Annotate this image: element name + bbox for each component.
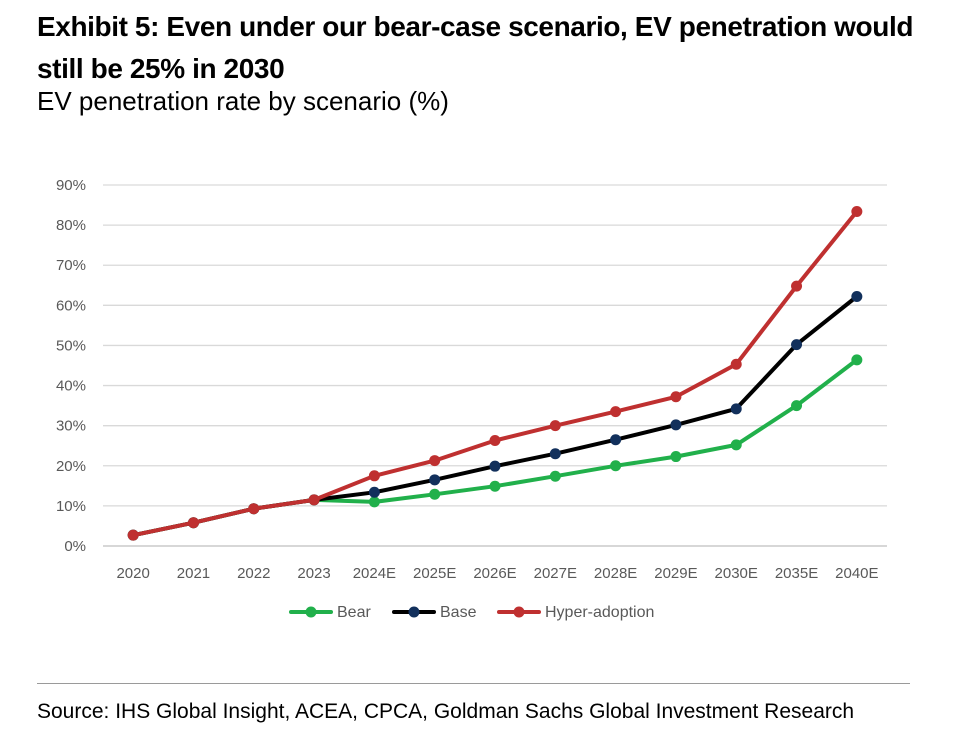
y-tick-label: 70% (56, 257, 86, 274)
data-point-bear (549, 470, 561, 482)
y-tick-label: 50% (56, 337, 86, 354)
data-point-hyper-adoption (791, 280, 803, 292)
data-point-hyper-adoption (308, 494, 320, 506)
x-tick-label: 2023 (297, 565, 330, 582)
legend-item-base: Base (392, 604, 477, 621)
data-point-hyper-adoption (489, 435, 501, 447)
data-point-hyper-adoption (851, 205, 863, 217)
y-tick-label: 0% (64, 538, 86, 555)
data-point-hyper-adoption (248, 503, 260, 515)
x-tick-label: 2028E (594, 565, 637, 582)
x-tick-label: 2021 (177, 565, 210, 582)
x-tick-label: 2020 (116, 565, 149, 582)
y-axis-tick-labels: 0% 10% 20% 30% 40% 50% 60% 70% 80% 90% (56, 177, 86, 555)
data-point-hyper-adoption (610, 406, 622, 418)
data-point-base (429, 474, 441, 486)
data-point-bear (368, 496, 380, 508)
data-point-hyper-adoption (127, 529, 139, 541)
source-note: Source: IHS Global Insight, ACEA, CPCA, … (37, 700, 855, 723)
legend-swatch-marker (408, 606, 420, 618)
data-point-bear (670, 451, 682, 463)
data-point-hyper-adoption (730, 358, 742, 370)
data-point-bear (851, 354, 863, 366)
chart-subtitle: EV penetration rate by scenario (%) (37, 86, 449, 116)
legend-label: Bear (337, 604, 371, 621)
y-tick-label: 90% (56, 177, 86, 194)
x-tick-label: 2024E (353, 565, 396, 582)
legend-swatch-marker (513, 606, 525, 618)
x-tick-label: 2029E (654, 565, 697, 582)
x-tick-label: 2027E (534, 565, 577, 582)
data-point-bear (610, 460, 622, 472)
legend-label: Hyper-adoption (545, 604, 654, 621)
data-point-base (851, 291, 863, 303)
x-tick-label: 2040E (835, 565, 878, 582)
series-hyper-adoption (127, 205, 863, 541)
page-title: Exhibit 5: Even under our bear-case scen… (37, 11, 914, 84)
data-point-base (610, 434, 622, 446)
source-divider (37, 683, 910, 684)
series-base (127, 291, 863, 541)
y-tick-label: 80% (56, 217, 86, 234)
data-point-base (549, 448, 561, 460)
data-point-hyper-adoption (368, 470, 380, 482)
data-point-base (670, 419, 682, 431)
data-point-bear (429, 488, 441, 500)
x-tick-label: 2035E (775, 565, 818, 582)
x-tick-label: 2025E (413, 565, 456, 582)
legend-item-hyper-adoption: Hyper-adoption (497, 604, 654, 621)
y-tick-label: 40% (56, 378, 86, 395)
gridlines (103, 184, 887, 547)
x-tick-label: 2026E (473, 565, 516, 582)
series-lines (127, 205, 863, 541)
data-point-bear (791, 400, 803, 412)
y-tick-label: 10% (56, 498, 86, 515)
data-point-hyper-adoption (549, 420, 561, 432)
legend-swatch-marker (305, 606, 317, 618)
y-tick-label: 30% (56, 418, 86, 435)
data-point-bear (730, 439, 742, 451)
legend: Bear Base Hyper-adoption (289, 604, 654, 621)
x-axis-tick-labels: 2020 2021 2022 2023 2024E 2025E 2026E 2027E 2028… (116, 565, 878, 582)
data-point-bear (489, 480, 501, 492)
x-tick-label: 2030E (715, 565, 758, 582)
data-point-hyper-adoption (429, 455, 441, 467)
data-point-base (791, 339, 803, 351)
data-point-hyper-adoption (187, 517, 199, 529)
legend-item-bear: Bear (289, 604, 371, 621)
data-point-base (730, 403, 742, 415)
y-tick-label: 20% (56, 458, 86, 475)
x-tick-label: 2022 (237, 565, 270, 582)
y-tick-label: 60% (56, 297, 86, 314)
data-point-hyper-adoption (670, 391, 682, 403)
legend-label: Base (440, 604, 477, 621)
data-point-base (489, 460, 501, 472)
series-line-base (131, 294, 859, 538)
data-point-base (368, 486, 380, 498)
